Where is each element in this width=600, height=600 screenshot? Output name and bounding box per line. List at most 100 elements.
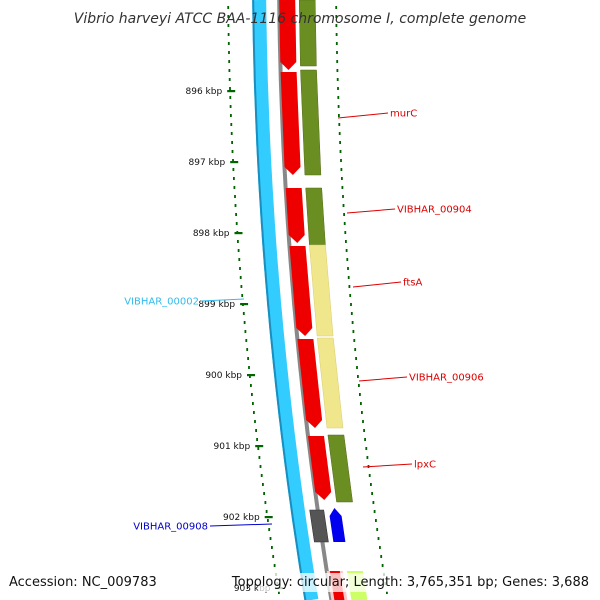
inner-dot	[243, 321, 246, 324]
kbp-label: 900 kbp	[205, 371, 242, 381]
gene-leader-line	[337, 112, 389, 119]
outer-dot	[336, 69, 339, 72]
inner-dot	[252, 402, 254, 405]
outer-dot	[359, 393, 361, 396]
outer-dot	[386, 591, 388, 594]
inner-dot	[272, 555, 275, 558]
kbp-label: 899 kbp	[198, 300, 235, 310]
outer-dot	[377, 537, 380, 540]
cds-arrow	[308, 436, 332, 500]
outer-dot	[338, 123, 341, 126]
inner-dot	[232, 168, 235, 171]
outer-dot	[341, 177, 343, 180]
inner-dot	[228, 51, 230, 54]
outer-dot	[380, 555, 383, 558]
cds-arrow	[279, 0, 297, 70]
inner-dot	[247, 357, 249, 360]
inner-dot	[231, 141, 233, 144]
outer-dot	[356, 366, 358, 369]
cog-block	[300, 69, 322, 176]
inner-dot	[254, 420, 256, 423]
outer-dot	[358, 384, 360, 387]
inner-dot	[246, 348, 249, 351]
kbp-label: 896 kbp	[186, 87, 223, 97]
inner-dot	[227, 33, 230, 36]
outer-dot	[360, 402, 362, 405]
outer-dot	[381, 564, 384, 567]
footer-summary-backdrop	[258, 573, 593, 592]
outer-dot	[357, 375, 359, 378]
gene-leader-line	[209, 523, 273, 527]
inner-dot	[253, 411, 255, 414]
backbone-ring-edge	[252, 0, 307, 600]
outer-dot	[335, 24, 338, 27]
inner-dot	[235, 213, 237, 216]
outer-dot	[363, 429, 365, 432]
inner-dot	[228, 60, 231, 63]
outer-dot	[349, 294, 352, 297]
inner-dot	[264, 501, 267, 504]
inner-dot	[271, 546, 273, 549]
kbp-label: 897 kbp	[189, 158, 226, 168]
cog-block	[298, 0, 317, 67]
inner-dot	[239, 267, 241, 270]
outer-dot	[337, 96, 340, 99]
outer-dot	[339, 141, 341, 144]
accession-text: Accession: NC_009783	[9, 575, 157, 590]
ring-layer	[252, 0, 334, 600]
outer-dot	[342, 204, 345, 207]
inner-dot	[273, 564, 276, 567]
inner-dot	[232, 159, 234, 162]
inner-dot	[229, 87, 231, 90]
inner-dot	[227, 15, 230, 18]
outer-dot	[340, 168, 343, 171]
map-title: Vibrio harveyi ATCC BAA-1116 chromosome …	[74, 11, 526, 27]
cds-arrow	[289, 246, 313, 336]
outer-dot	[361, 411, 363, 414]
inner-dot	[258, 456, 261, 459]
inner-dot	[262, 483, 264, 486]
gene-label: ftsA	[403, 278, 422, 289]
gene-label: VIBHAR_00906	[409, 373, 484, 384]
outer-dot	[336, 60, 339, 63]
outer-dot	[335, 42, 338, 45]
inner-dot	[245, 339, 248, 342]
kbp-tick	[255, 445, 264, 448]
gray-ring	[277, 0, 334, 600]
kbp-tick	[240, 303, 249, 306]
inner-dot	[228, 69, 231, 72]
inner-dot	[230, 123, 233, 126]
inner-dot	[230, 132, 233, 135]
gene-label: VIBHAR_00904	[397, 205, 472, 216]
outer-dot	[346, 258, 349, 261]
outer-dot	[347, 267, 349, 270]
outer-dot	[338, 114, 340, 117]
inner-dot	[251, 393, 253, 396]
inner-dot	[268, 528, 271, 531]
kbp-tick	[230, 161, 239, 164]
feature-layer	[279, 0, 368, 600]
outer-dot	[352, 330, 355, 333]
outer-dot	[372, 501, 375, 504]
inner-dot	[234, 204, 237, 207]
outer-dot	[350, 312, 353, 315]
inner-dot	[227, 24, 230, 27]
label-layer: 896 kbp 897 kbp 898 kbp 899 kbp 900 kbp 901 k…	[124, 87, 484, 594]
outer-dot	[364, 438, 366, 441]
gene-label: murC	[390, 109, 417, 120]
inner-dot	[233, 186, 236, 189]
gene-label: VIBHAR_00002	[124, 297, 199, 308]
outer-dot	[376, 528, 379, 531]
outer-dot	[335, 15, 338, 18]
outer-dot	[373, 510, 376, 513]
backbone-ring	[252, 0, 319, 600]
outer-dot	[341, 186, 344, 189]
inner-dot	[263, 492, 265, 495]
cog-block	[305, 187, 326, 246]
outer-dot	[344, 231, 347, 234]
inner-dot	[237, 249, 240, 252]
inner-dot	[256, 438, 258, 441]
inner-dot	[241, 294, 244, 297]
outer-dot	[355, 357, 357, 360]
